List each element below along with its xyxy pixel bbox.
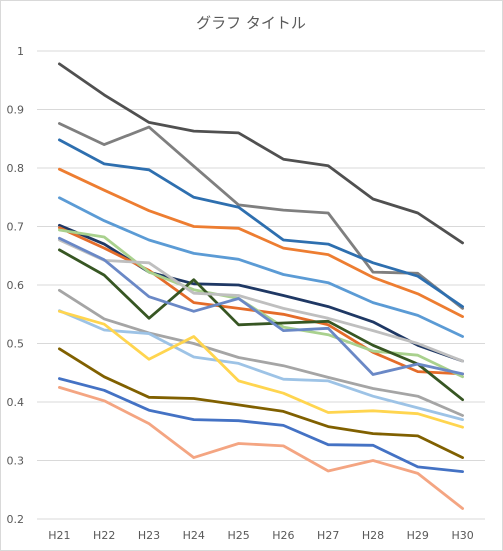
y-tick-label: 0.5 <box>7 338 25 351</box>
x-tick-label: H22 <box>93 529 115 542</box>
chart-title: グラフ タイトル <box>196 14 306 32</box>
x-tick-label: H26 <box>272 529 294 542</box>
series-line-2 <box>58 122 465 310</box>
y-tick-label: 1 <box>17 45 24 58</box>
series-line-15 <box>58 347 465 460</box>
x-axis-tick-labels: H21 H22 H23 H24 H25 H26 H27 H28 H29 H30 <box>48 529 473 542</box>
series-line-16 <box>58 377 465 474</box>
series-line-12 <box>58 288 465 417</box>
y-tick-label: 0.9 <box>7 104 25 117</box>
y-tick-label: 0.7 <box>7 221 25 234</box>
x-tick-label: H21 <box>48 529 70 542</box>
x-tick-label: H27 <box>317 529 339 542</box>
y-tick-label: 0.6 <box>7 279 25 292</box>
series-lines <box>58 62 465 510</box>
series-line-11 <box>58 236 465 376</box>
y-tick-label: 0.3 <box>7 455 25 468</box>
series-line-10 <box>58 238 465 363</box>
x-tick-label: H25 <box>227 529 249 542</box>
y-tick-label: 0.2 <box>7 513 25 526</box>
x-tick-label: H23 <box>138 529 160 542</box>
series-line-14 <box>58 309 465 429</box>
series-line-13 <box>58 309 465 422</box>
y-tick-label: 0.4 <box>7 396 25 409</box>
y-tick-label: 0.8 <box>7 162 25 175</box>
x-tick-label: H24 <box>183 529 205 542</box>
series-line-3 <box>58 138 465 309</box>
x-tick-label: H28 <box>362 529 384 542</box>
series-line-9 <box>58 248 465 402</box>
series-line-5 <box>58 196 465 338</box>
gridlines <box>37 50 485 520</box>
x-tick-label: H30 <box>451 529 473 542</box>
series-line-17 <box>58 385 465 510</box>
y-axis-tick-labels: 0.2 0.3 0.4 0.5 0.6 0.7 0.8 0.9 1 <box>7 45 25 526</box>
series-line-4 <box>58 167 465 319</box>
series-line-6 <box>58 223 465 363</box>
x-tick-label: H29 <box>407 529 429 542</box>
series-line-1 <box>58 62 465 245</box>
